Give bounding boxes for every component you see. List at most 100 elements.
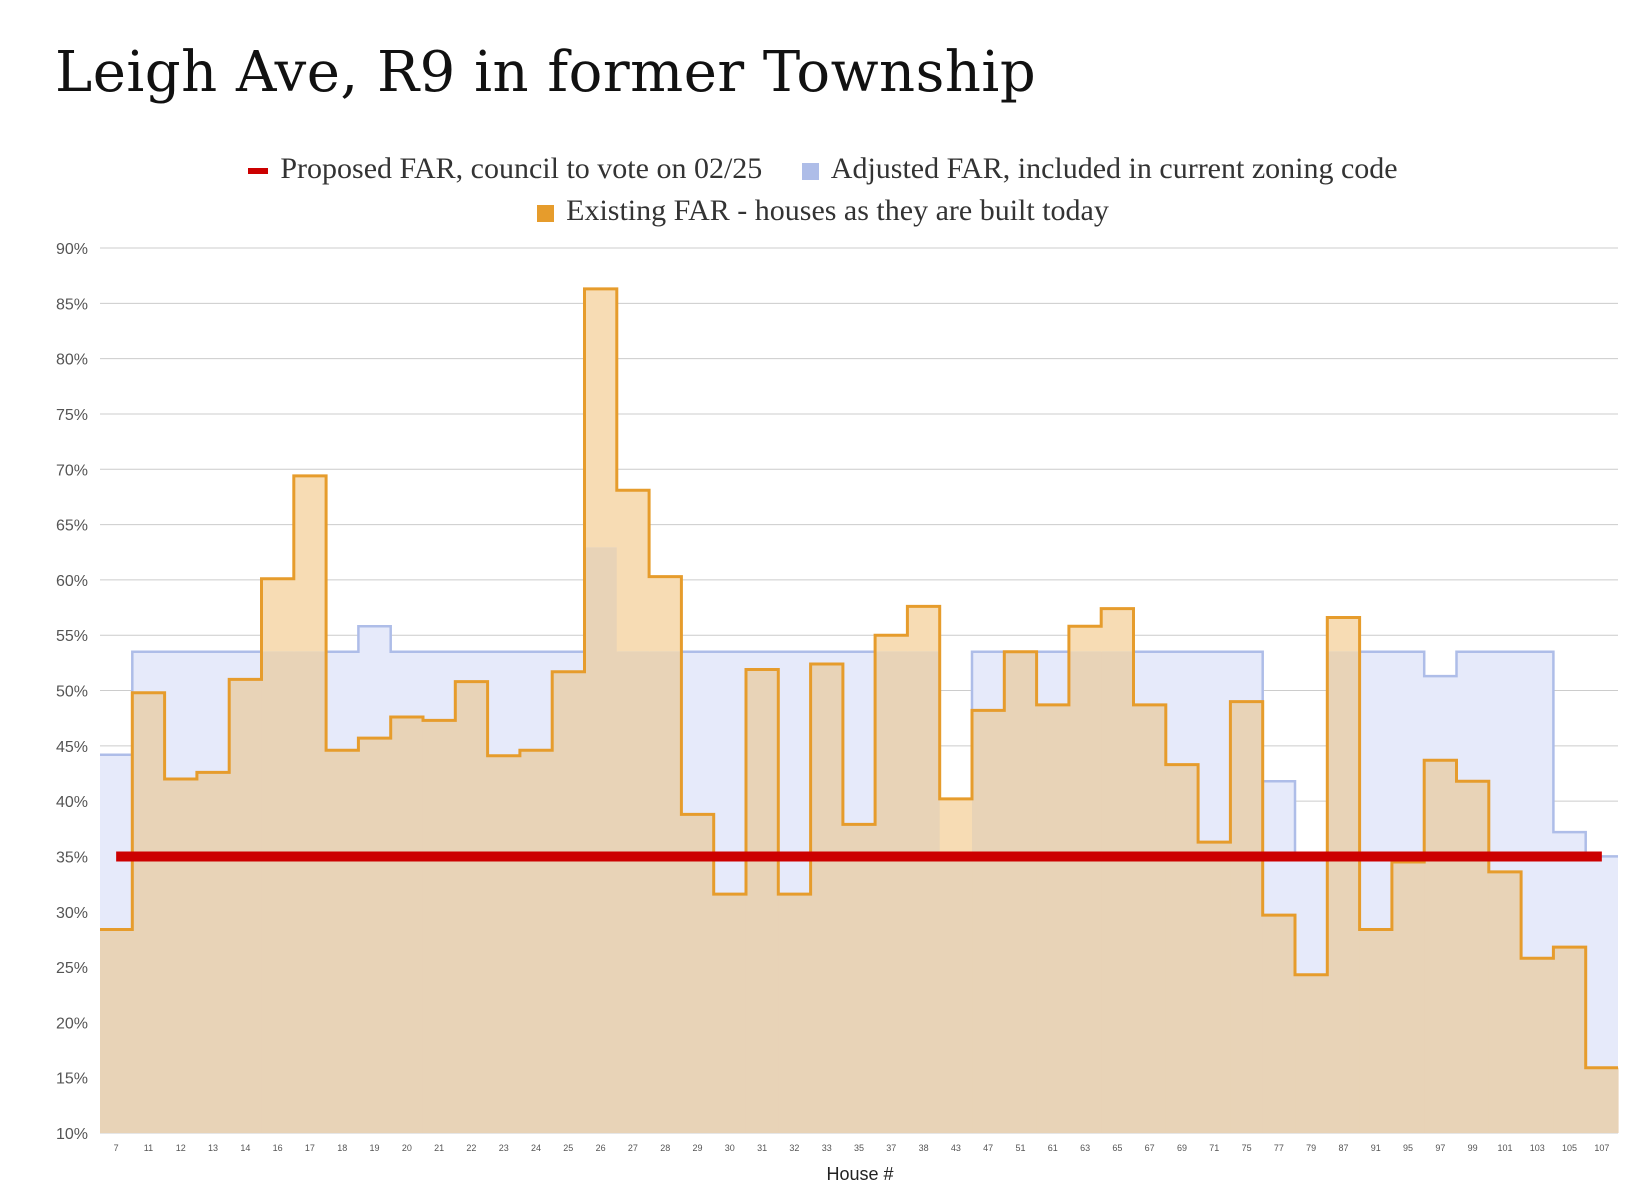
existing-far-bar: [455, 681, 489, 1133]
existing-far-excess: [293, 475, 327, 652]
existing-far-bar: [1456, 781, 1490, 1133]
x-tick-label: 107: [1594, 1143, 1609, 1153]
existing-far-bar: [778, 894, 812, 1133]
existing-far-bar: [1585, 1067, 1619, 1133]
x-tick-label: 69: [1177, 1143, 1187, 1153]
legend-item-proposed[interactable]: Proposed FAR, council to vote on 02/25: [248, 152, 762, 186]
existing-far-bar: [552, 671, 586, 1133]
x-tick-label: 26: [596, 1143, 606, 1153]
x-tick-label: 67: [1145, 1143, 1155, 1153]
existing-far-bar: [584, 547, 618, 1133]
existing-far-bar: [1295, 974, 1328, 1133]
x-tick-label: 7: [114, 1143, 119, 1153]
x-tick-label: 29: [693, 1143, 703, 1153]
x-tick-label: 47: [983, 1143, 993, 1153]
existing-far-bar: [1359, 929, 1393, 1133]
existing-far-bar: [1553, 947, 1587, 1133]
x-tick-label: 35: [854, 1143, 864, 1153]
existing-far-area: [100, 287, 1619, 1133]
existing-far-excess: [1101, 608, 1135, 652]
x-tick-label: 20: [402, 1143, 412, 1153]
x-tick-label: 51: [1015, 1143, 1025, 1153]
existing-far-bar: [293, 651, 327, 1133]
existing-far-excess: [616, 490, 650, 652]
existing-far-excess: [907, 606, 941, 652]
y-tick-label: 65%: [56, 518, 88, 535]
x-tick-label: 25: [563, 1143, 573, 1153]
y-tick-label: 35%: [56, 849, 88, 866]
y-tick-label: 60%: [56, 573, 88, 590]
x-tick-label: 18: [337, 1143, 347, 1153]
existing-far-excess: [939, 798, 973, 860]
x-tick-label: 95: [1403, 1143, 1413, 1153]
x-tick-label: 16: [273, 1143, 283, 1153]
existing-far-bar: [616, 651, 650, 1133]
existing-far-bar: [1165, 764, 1199, 1133]
y-tick-label: 30%: [56, 905, 88, 922]
existing-far-bar: [132, 692, 166, 1133]
existing-far-bar: [1036, 704, 1070, 1133]
x-axis-label: House #: [826, 1164, 893, 1184]
legend-row-2: Existing FAR - houses as they are built …: [0, 192, 1646, 228]
x-tick-label: 30: [725, 1143, 735, 1153]
x-tick-label: 77: [1274, 1143, 1284, 1153]
existing-far-bar: [422, 720, 456, 1133]
existing-far-bar: [519, 750, 553, 1133]
y-tick-label: 15%: [56, 1071, 88, 1088]
x-tick-label: 38: [919, 1143, 929, 1153]
existing-far-bar: [261, 651, 295, 1133]
existing-far-bar: [487, 755, 521, 1133]
y-tick-label: 10%: [56, 1126, 88, 1143]
existing-far-bar: [1488, 871, 1522, 1133]
x-tick-label: 23: [499, 1143, 509, 1153]
y-tick-label: 85%: [56, 296, 88, 313]
existing-far-bar: [100, 929, 133, 1133]
x-tick-label: 21: [434, 1143, 444, 1153]
existing-far-bar: [939, 859, 973, 1133]
existing-far-bar: [1198, 842, 1232, 1133]
y-tick-label: 55%: [56, 628, 88, 645]
x-tick-label: 87: [1338, 1143, 1348, 1153]
y-tick-label: 45%: [56, 739, 88, 756]
x-tick-label: 28: [660, 1143, 670, 1153]
x-tick-label: 31: [757, 1143, 767, 1153]
legend-label-existing: Existing FAR - houses as they are built …: [566, 194, 1109, 228]
x-tick-label: 75: [1242, 1143, 1252, 1153]
legend-item-adjusted[interactable]: Adjusted FAR, included in current zoning…: [801, 152, 1398, 186]
existing-far-bar: [1004, 651, 1038, 1133]
x-tick-label: 14: [240, 1143, 250, 1153]
y-tick-label: 90%: [56, 241, 88, 258]
existing-far-bar: [745, 669, 779, 1133]
x-tick-label: 13: [208, 1143, 218, 1153]
y-tick-label: 40%: [56, 794, 88, 811]
existing-far-bar: [907, 651, 941, 1133]
existing-far-bar: [1327, 651, 1361, 1133]
x-tick-label: 12: [176, 1143, 186, 1153]
x-tick-label: 103: [1530, 1143, 1545, 1153]
x-tick-label: 24: [531, 1143, 541, 1153]
existing-far-bar: [1230, 701, 1264, 1133]
x-tick-label: 101: [1497, 1143, 1512, 1153]
existing-far-bar: [1424, 760, 1458, 1133]
existing-far-excess: [261, 578, 295, 652]
existing-far-bar: [1521, 958, 1555, 1133]
x-tick-label: 43: [951, 1143, 961, 1153]
existing-far-bar: [390, 717, 424, 1133]
y-tick-label: 75%: [56, 407, 88, 424]
existing-far-excess: [1068, 626, 1102, 652]
x-tick-label: 61: [1048, 1143, 1058, 1153]
legend-label-adjusted: Adjusted FAR, included in current zoning…: [830, 152, 1398, 186]
legend-swatch-existing: [537, 204, 555, 222]
existing-far-bar: [1133, 704, 1167, 1133]
legend-item-existing[interactable]: Existing FAR - houses as they are built …: [537, 194, 1109, 228]
existing-far-bar: [1068, 651, 1102, 1133]
existing-far-bar: [972, 710, 1005, 1133]
x-tick-label: 99: [1468, 1143, 1478, 1153]
x-tick-label: 22: [466, 1143, 476, 1153]
x-tick-label: 33: [822, 1143, 832, 1153]
existing-far-excess: [584, 288, 618, 548]
existing-far-bar: [842, 824, 876, 1133]
existing-far-bar: [358, 738, 392, 1133]
existing-far-bar: [649, 651, 682, 1133]
y-tick-label: 20%: [56, 1015, 88, 1032]
